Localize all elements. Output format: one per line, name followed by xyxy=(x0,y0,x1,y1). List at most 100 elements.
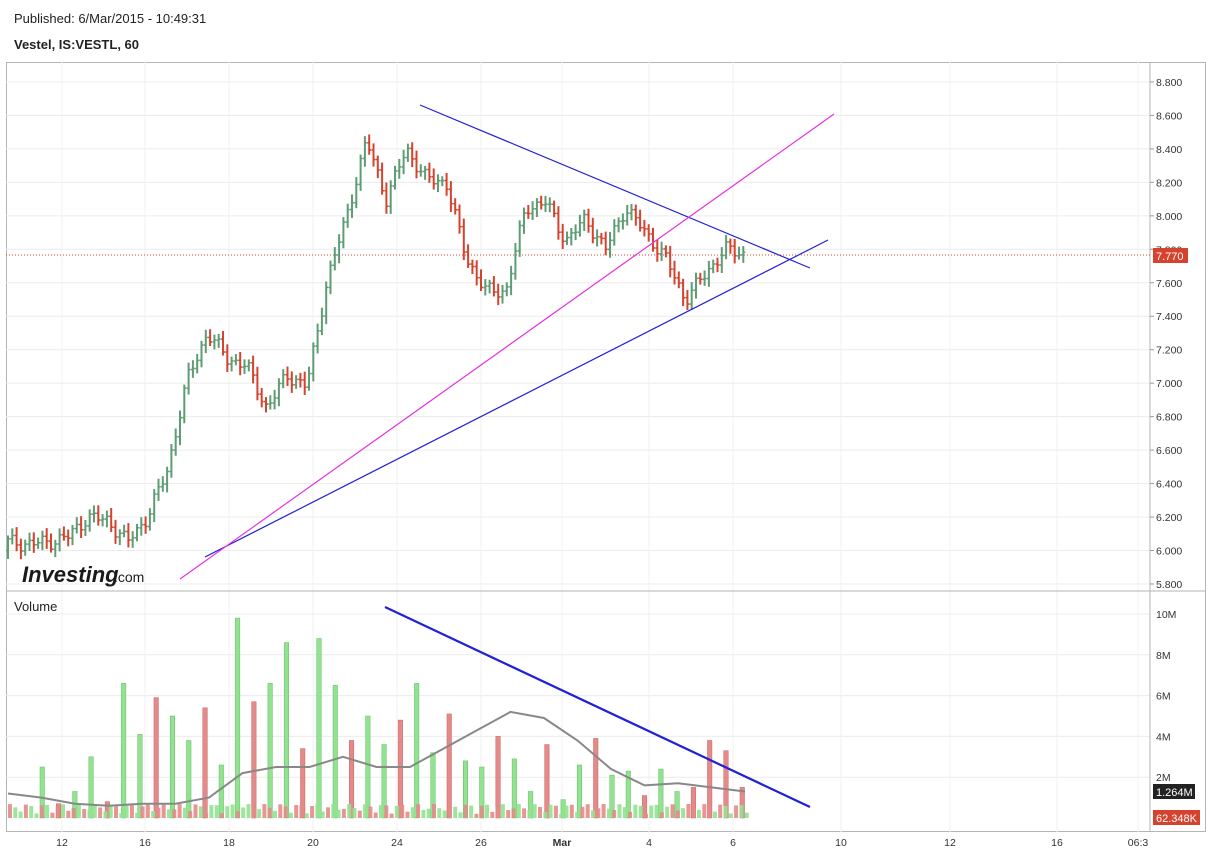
volume-bar xyxy=(702,804,707,818)
volume-bar xyxy=(365,715,371,819)
price-tick-label: 6.800 xyxy=(1156,412,1182,424)
volume-bar xyxy=(88,756,94,819)
volume-bar xyxy=(251,809,256,818)
volume-bar xyxy=(381,744,387,819)
time-tick-label: 12 xyxy=(56,837,68,849)
volume-bar xyxy=(368,806,373,818)
logo-suffix: .com xyxy=(114,569,144,585)
last-price-text: 7.770 xyxy=(1156,251,1184,263)
time-tick-label: 16 xyxy=(139,837,151,849)
volume-bar xyxy=(421,809,426,818)
volume-bar xyxy=(34,813,39,818)
volume-bar xyxy=(262,804,267,818)
volume-bar xyxy=(707,740,713,819)
price-tick-label: 8.600 xyxy=(1156,110,1182,122)
time-tick-label: 06:3 xyxy=(1128,837,1149,849)
volume-bar xyxy=(326,807,330,818)
volume-bar xyxy=(294,805,299,818)
last-price-badge xyxy=(1153,248,1188,263)
volume-bar xyxy=(426,808,431,818)
volume-bar xyxy=(511,808,516,818)
price-tick-label: 5.800 xyxy=(1156,579,1182,591)
volume-bar xyxy=(267,807,272,818)
volume-bar xyxy=(601,804,606,818)
volume-badge xyxy=(1153,810,1200,825)
volume-bar xyxy=(137,734,143,819)
volume-bar xyxy=(182,807,187,818)
volume-bar xyxy=(299,805,304,818)
volume-bar xyxy=(469,805,474,818)
trendline-upper[interactable] xyxy=(419,104,811,269)
volume-moving-average xyxy=(7,710,746,807)
volume-bar xyxy=(202,707,208,819)
price-tick-label: 6.000 xyxy=(1156,546,1182,558)
volume-bar xyxy=(686,804,691,818)
volume-bar xyxy=(209,805,214,818)
price-tick-label: 6.400 xyxy=(1156,479,1182,491)
volume-bar xyxy=(283,642,289,819)
volume-bar xyxy=(544,744,550,819)
trendline-lower[interactable] xyxy=(204,239,829,558)
volume-trendline[interactable] xyxy=(384,606,811,808)
volume-axis-labels: 2M 4M 6M 8M 10M xyxy=(1156,609,1176,784)
volume-bar xyxy=(283,806,288,818)
volume-bar xyxy=(82,809,87,818)
volume-tick-label: 8M xyxy=(1156,650,1171,662)
volume-bar xyxy=(543,812,548,818)
volume-bar xyxy=(241,807,246,818)
volume-tick-label: 10M xyxy=(1156,609,1176,621)
volume-bar xyxy=(193,804,198,818)
volume-bar xyxy=(235,811,240,818)
time-tick-label: 4 xyxy=(646,837,652,849)
volume-bar xyxy=(98,807,103,818)
volume-bar xyxy=(288,812,293,818)
volume-bar xyxy=(156,807,161,818)
volume-bar xyxy=(723,805,728,818)
volume-bar xyxy=(522,808,527,818)
volume-bar xyxy=(416,804,421,818)
volume-bar xyxy=(310,806,315,818)
volume-bar xyxy=(527,810,532,818)
volume-bar xyxy=(129,805,134,818)
volume-bar xyxy=(500,804,505,818)
volume-bar xyxy=(246,804,251,818)
volume-bar xyxy=(352,808,357,818)
volume-bar xyxy=(251,701,257,819)
ohlc-series xyxy=(6,134,746,560)
volume-bar xyxy=(114,806,118,818)
volume-bar xyxy=(622,807,627,818)
volume-bar xyxy=(87,809,92,818)
volume-bar xyxy=(654,804,659,818)
volume-bar xyxy=(548,804,553,818)
volume-bar xyxy=(659,812,664,818)
volume-title: Volume xyxy=(14,599,57,614)
volume-bar xyxy=(675,810,680,818)
volume-bar xyxy=(644,813,648,818)
volume-bar xyxy=(495,807,500,818)
volume-bar xyxy=(458,812,463,818)
volume-bar xyxy=(257,809,262,818)
volume-bar xyxy=(405,811,410,818)
volume-bar xyxy=(580,806,585,818)
volume-bar xyxy=(332,685,338,819)
time-tick-label: Mar xyxy=(553,837,572,849)
volume-bar xyxy=(29,806,34,818)
volume-bar xyxy=(379,804,383,818)
trendline-magenta[interactable] xyxy=(179,113,835,580)
price-tick-label: 6.600 xyxy=(1156,445,1182,457)
volume-bar xyxy=(315,804,320,818)
price-tick-label: 8.000 xyxy=(1156,211,1182,223)
volume-bar xyxy=(516,804,521,818)
price-tick-label: 7.000 xyxy=(1156,378,1182,390)
volume-bar xyxy=(617,804,622,818)
volume-bar xyxy=(331,804,336,818)
price-tick-label: 6.200 xyxy=(1156,512,1182,524)
volume-bar xyxy=(316,638,322,819)
volume-bar xyxy=(453,806,458,818)
volume-bar xyxy=(172,809,177,818)
volume-bar xyxy=(204,812,209,818)
volume-bar xyxy=(593,738,599,819)
chart-frame xyxy=(6,62,1206,832)
volume-bar xyxy=(432,804,436,818)
